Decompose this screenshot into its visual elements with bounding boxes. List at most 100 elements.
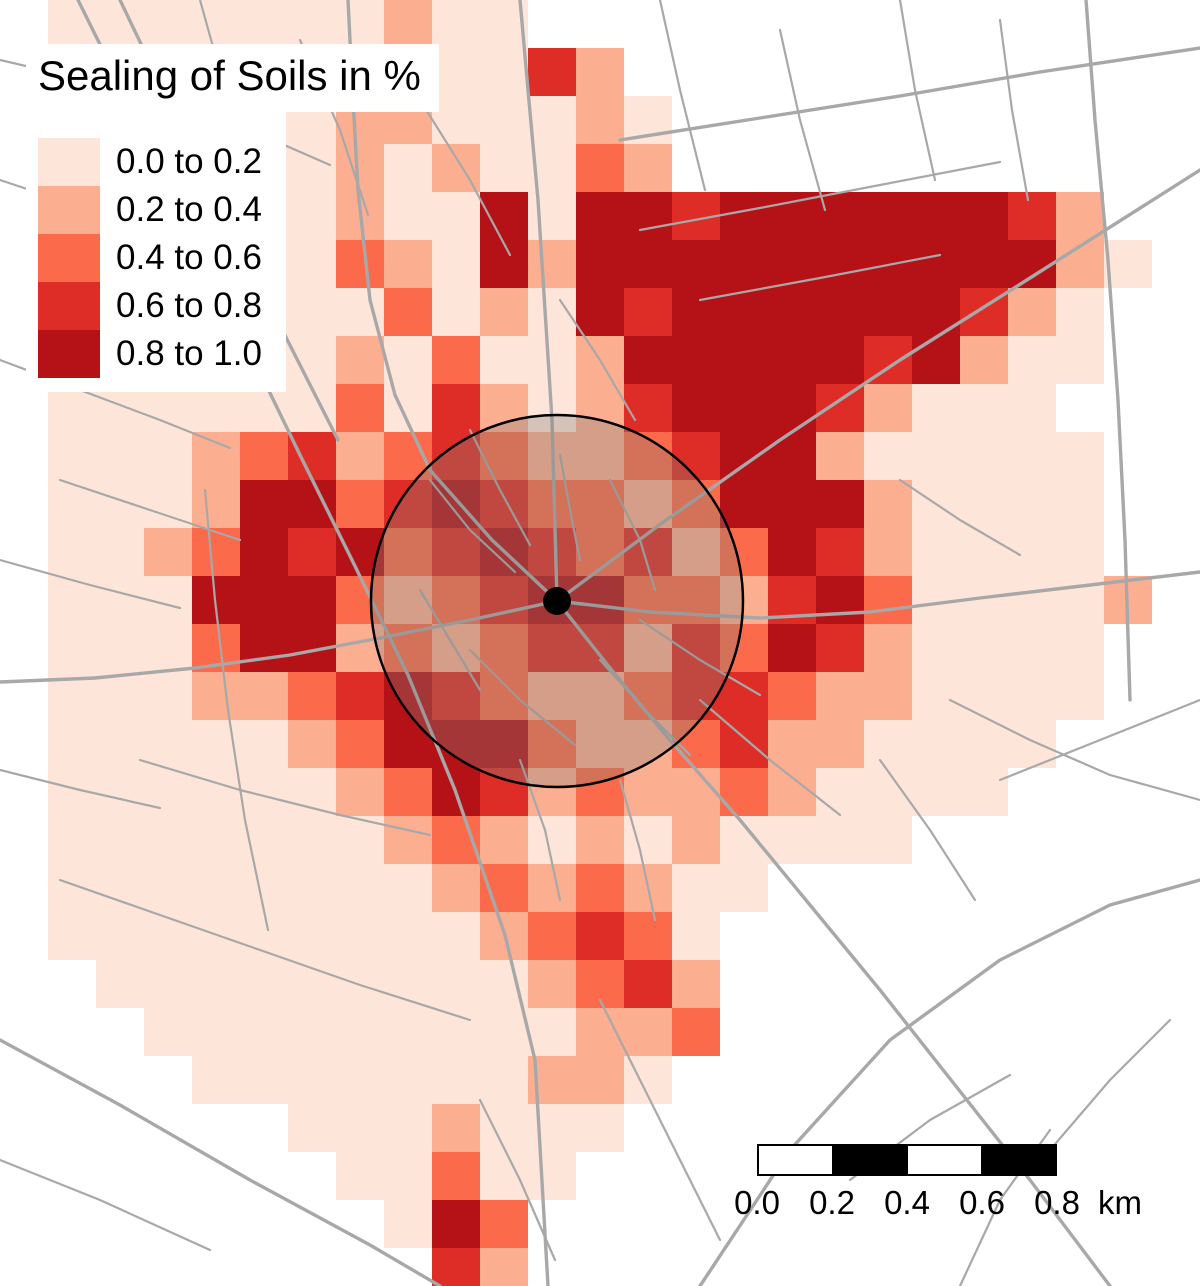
grid-cell (336, 336, 384, 384)
grid-cell (864, 816, 912, 864)
grid-cell (144, 432, 192, 480)
grid-cell (384, 192, 432, 240)
grid-cell (432, 192, 480, 240)
grid-cell (528, 96, 576, 144)
grid-cell (576, 96, 624, 144)
grid-cell (336, 432, 384, 480)
grid-cell (288, 0, 336, 48)
grid-cell (720, 240, 768, 288)
grid-cell (144, 816, 192, 864)
street-minor (998, 698, 1200, 782)
grid-cell (384, 1200, 432, 1248)
grid-cell (816, 624, 864, 672)
grid-cell (288, 720, 336, 768)
grid-cell (864, 768, 912, 816)
grid-cell (240, 0, 288, 48)
grid-cell (432, 576, 480, 624)
grid-cell (672, 528, 720, 576)
grid-cell (144, 0, 192, 48)
grid-cell (432, 96, 480, 144)
street-minor (58, 478, 242, 542)
grid-cell (240, 672, 288, 720)
legend-row: 0.6 to 0.8 (38, 282, 262, 331)
grid-cell (960, 624, 1008, 672)
grid-cell (96, 576, 144, 624)
grid-cell (864, 480, 912, 528)
grid-cell (960, 528, 1008, 576)
grid-cell (432, 720, 480, 768)
grid-cell (480, 240, 528, 288)
grid-cell (192, 864, 240, 912)
scalebar-segment (759, 1146, 832, 1174)
grid-cell (768, 816, 816, 864)
grid-cell (480, 624, 528, 672)
grid-cell (336, 144, 384, 192)
grid-cell (480, 432, 528, 480)
grid-cell (528, 48, 576, 96)
grid-cell (624, 192, 672, 240)
grid-cell (480, 1248, 528, 1286)
grid-cell (816, 288, 864, 336)
grid-cell (672, 672, 720, 720)
grid-cell (672, 864, 720, 912)
street-minor (418, 98, 512, 257)
grid-cell (576, 432, 624, 480)
grid-cell (816, 384, 864, 432)
grid-cell (240, 720, 288, 768)
grid-cell (1056, 288, 1104, 336)
legend-row: 0.2 to 0.4 (38, 186, 262, 235)
grid-cell (432, 384, 480, 432)
grid-cell (576, 288, 624, 336)
grid-cell (576, 144, 624, 192)
grid-cell (192, 768, 240, 816)
grid-cell (336, 384, 384, 432)
grid-cell (240, 912, 288, 960)
legend-label: 0.6 to 0.8 (116, 286, 262, 326)
grid-cell (864, 432, 912, 480)
grid-cell (720, 384, 768, 432)
grid-cell (384, 720, 432, 768)
grid-cell (384, 816, 432, 864)
grid-cell (528, 624, 576, 672)
grid-cell (720, 432, 768, 480)
street-minor (638, 618, 762, 697)
grid-cell (528, 720, 576, 768)
grid-cell (864, 672, 912, 720)
grid-cell (1056, 192, 1104, 240)
grid-cell (288, 1008, 336, 1056)
grid-cell (720, 624, 768, 672)
grid-cell (48, 576, 96, 624)
grid-cell (528, 240, 576, 288)
grid-cell (672, 384, 720, 432)
grid-cell (96, 912, 144, 960)
grid-cell (384, 0, 432, 48)
street-minor (203, 488, 270, 932)
grid-cell (288, 288, 336, 336)
grid-cell (480, 144, 528, 192)
grid-cell (816, 816, 864, 864)
street-minor (558, 298, 637, 422)
grid-cell (672, 624, 720, 672)
street-minor (698, 698, 842, 817)
grid-cell (336, 864, 384, 912)
grid-cell (816, 768, 864, 816)
buffer-center-dot (543, 587, 571, 615)
grid-cell (192, 0, 240, 48)
grid-cell (432, 960, 480, 1008)
grid-cell (672, 432, 720, 480)
grid-cell (816, 240, 864, 288)
grid-cell (1008, 192, 1056, 240)
grid-cell (432, 528, 480, 576)
legend-title: Sealing of Soils in % (26, 44, 439, 113)
legend-swatch (38, 282, 100, 331)
grid-cell (336, 480, 384, 528)
grid-cell (912, 528, 960, 576)
grid-cell (1056, 336, 1104, 384)
grid-cell (1008, 240, 1056, 288)
grid-cell (384, 240, 432, 288)
grid-cell (48, 432, 96, 480)
grid-cell (96, 528, 144, 576)
grid-cell (288, 144, 336, 192)
grid-cell (576, 192, 624, 240)
